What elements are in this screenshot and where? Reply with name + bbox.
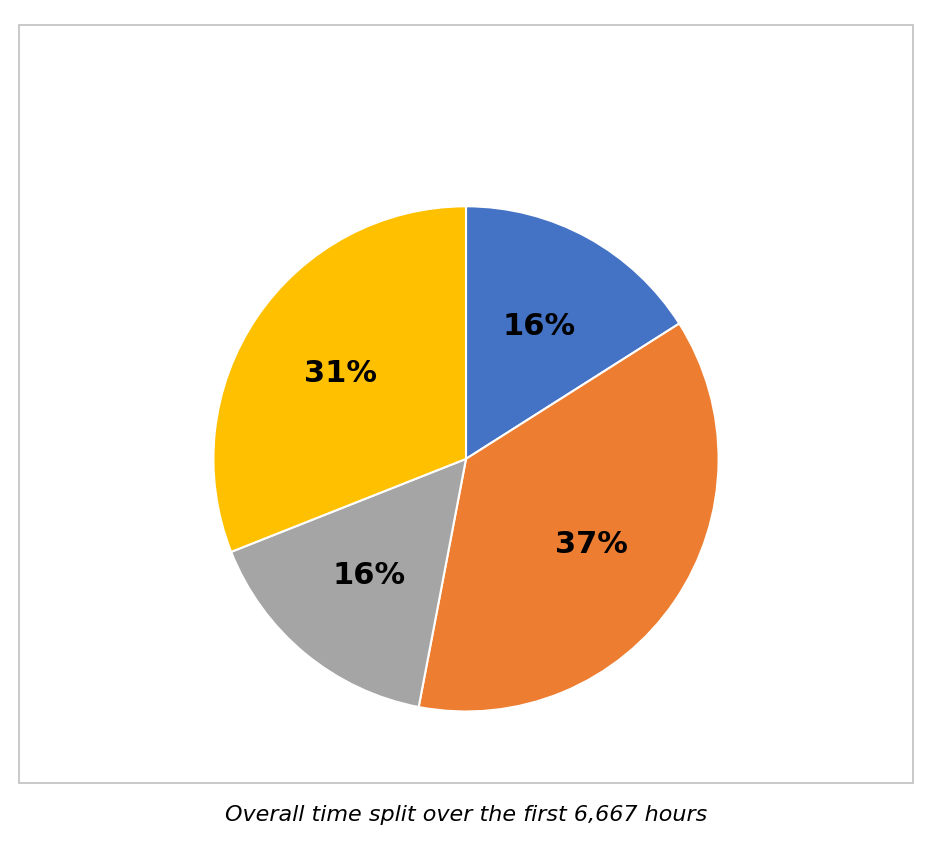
Wedge shape bbox=[213, 206, 466, 552]
Text: 16%: 16% bbox=[502, 312, 576, 340]
Text: 37%: 37% bbox=[555, 530, 628, 558]
Text: 16%: 16% bbox=[333, 561, 406, 590]
Wedge shape bbox=[466, 206, 679, 459]
Wedge shape bbox=[231, 459, 466, 707]
Wedge shape bbox=[418, 323, 719, 711]
Text: Overall time split over the first 6,667 hours: Overall time split over the first 6,667 … bbox=[225, 805, 707, 825]
Text: 31%: 31% bbox=[304, 360, 377, 388]
